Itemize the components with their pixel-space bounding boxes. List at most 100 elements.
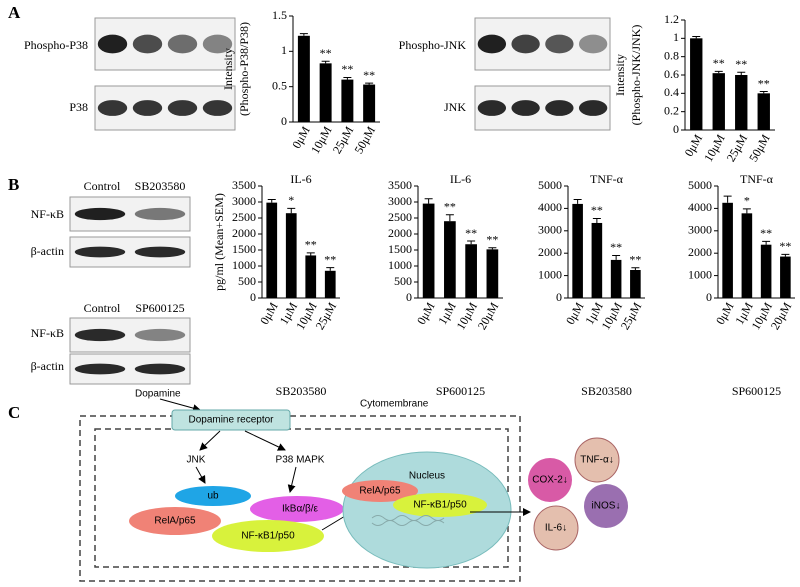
significance-label: **	[486, 233, 498, 247]
y-tick-label: 0	[281, 114, 287, 128]
y-tick-label: 3000	[388, 194, 412, 208]
y-tick-label: 0	[406, 290, 412, 304]
error-bar	[573, 198, 582, 204]
output-label: TNF-α↓	[580, 455, 614, 466]
bar	[486, 249, 499, 298]
y-tick-label: 1	[281, 43, 287, 57]
membrane-label: Cytomembrane	[360, 399, 429, 410]
significance-label: **	[779, 239, 791, 253]
significance-label: **	[610, 240, 622, 254]
y-tick-label: 0.8	[664, 48, 679, 62]
rela	[129, 507, 221, 535]
blot-band	[167, 34, 198, 54]
x-tick-label: 25μM	[618, 300, 645, 332]
arrow	[287, 466, 297, 493]
blot-band	[74, 246, 126, 258]
blot-band	[132, 100, 163, 116]
x-tick-label: 10μM	[701, 132, 728, 164]
bar	[266, 202, 278, 298]
x-axis-label: SP600125	[732, 384, 781, 398]
blot-band	[134, 328, 186, 342]
x-tick-label: 25μM	[330, 124, 357, 156]
blot-band	[202, 100, 233, 116]
y-tick-label: 1000	[388, 258, 412, 272]
bar	[444, 221, 456, 298]
nucleus-label: Nucleus	[409, 471, 445, 482]
error-bar	[343, 76, 352, 80]
error-bar	[445, 214, 454, 222]
significance-label: **	[713, 56, 725, 70]
y-tick-label: 3000	[538, 223, 562, 237]
y-tick-label: 1000	[232, 258, 256, 272]
error-bar	[742, 208, 751, 214]
x-tick-label: 20μM	[475, 300, 502, 332]
y-tick-label: 5000	[688, 178, 712, 192]
panel-label: B	[8, 175, 19, 194]
error-bar	[267, 198, 276, 203]
blot-column-label: SB203580	[135, 179, 186, 193]
significance-label: **	[305, 238, 317, 252]
y-tick-label: 2000	[688, 245, 712, 259]
dopamine-label: Dopamine	[135, 389, 181, 400]
significance-label: **	[629, 253, 641, 267]
y-tick-label: 3500	[388, 178, 412, 192]
bar	[741, 213, 753, 298]
blot-band	[578, 100, 608, 116]
blot-band	[511, 34, 540, 54]
y-tick-label: 2000	[538, 245, 562, 259]
arrow	[159, 398, 201, 413]
chart-title: IL-6	[450, 172, 471, 186]
nfkb-label: NF-κB1/p50	[241, 531, 295, 542]
y-tick-label: 1500	[388, 242, 412, 256]
blot-band	[97, 34, 128, 54]
y-tick-label: 0.4	[664, 85, 679, 99]
significance-label: **	[758, 76, 770, 90]
y-axis-label: (Phospho-P38/P38)	[237, 22, 251, 116]
blot-column-label: Control	[84, 179, 121, 193]
x-tick-label: 0μM	[257, 300, 281, 327]
bar	[319, 63, 332, 122]
significance-label: *	[288, 193, 294, 207]
blot-band	[477, 34, 507, 54]
error-bar	[714, 70, 723, 74]
error-bar	[467, 240, 476, 245]
bar	[465, 244, 477, 298]
blot-label: Phospho-P38	[24, 38, 88, 52]
error-bar	[326, 267, 335, 271]
blot-band	[134, 246, 186, 258]
blot-band	[545, 34, 574, 54]
significance-label: **	[760, 226, 772, 240]
blot-band	[511, 100, 540, 116]
y-tick-label: 1500	[232, 242, 256, 256]
y-axis-label: pg/ml (Mean+SEM)	[212, 193, 226, 291]
output-node	[533, 505, 579, 551]
error-bar	[759, 91, 768, 94]
y-tick-label: 5000	[538, 178, 562, 192]
ub-label: ub	[207, 491, 219, 502]
y-tick-label: 0	[250, 290, 256, 304]
error-bar	[762, 240, 771, 245]
output-label: COX-2↓	[532, 475, 568, 486]
error-bar	[299, 33, 308, 36]
blot-band	[74, 328, 126, 342]
significance-label: **	[465, 226, 477, 240]
x-tick-label: 50μM	[351, 124, 378, 156]
blot-band	[545, 100, 574, 116]
y-tick-label: 4000	[688, 200, 712, 214]
significance-label: *	[744, 194, 750, 208]
bar	[760, 244, 772, 298]
significance-label: **	[735, 57, 747, 71]
receptor-label: Dopamine receptor	[188, 415, 274, 426]
ikb-label: IkBα/β/ε	[282, 504, 319, 515]
blot-band	[134, 363, 186, 375]
error-bar	[424, 198, 433, 204]
nuclear-rela	[342, 480, 418, 502]
ub	[175, 486, 251, 506]
x-tick-label: 50μM	[746, 132, 773, 164]
x-axis-label: SB203580	[581, 384, 632, 398]
p38-label: P38 MAPK	[276, 455, 325, 466]
error-bar	[723, 195, 732, 203]
error-bar	[631, 267, 640, 270]
output-node	[574, 437, 620, 483]
y-tick-label: 2000	[388, 226, 412, 240]
